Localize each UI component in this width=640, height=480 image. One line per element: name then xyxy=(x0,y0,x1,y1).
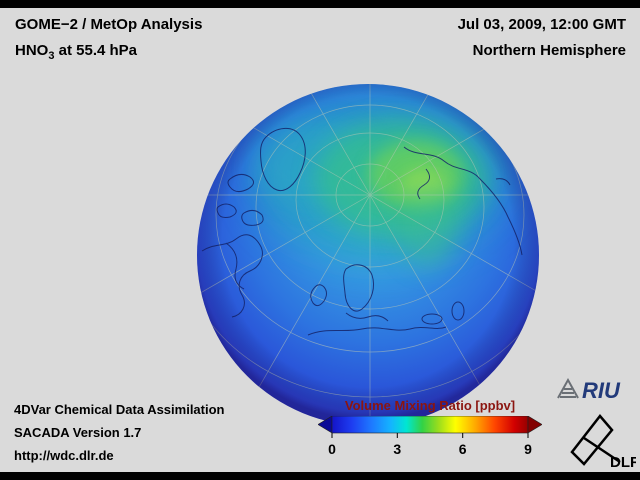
species-name: HNO xyxy=(15,42,49,59)
globe-map xyxy=(196,83,540,427)
tick-6: 6 xyxy=(459,441,467,457)
pressure-level: at 55.4 hPa xyxy=(54,42,138,59)
datetime-label: Jul 03, 2009, 12:00 GMT xyxy=(457,16,626,33)
riu-mountain-icon xyxy=(557,377,579,399)
colorbar: 0 3 6 9 xyxy=(318,416,542,457)
riu-logo: RIU xyxy=(556,374,632,409)
bottom-black-bar xyxy=(0,472,640,480)
header-right: Jul 03, 2009, 12:00 GMT Northern Hemisph… xyxy=(458,12,626,64)
top-black-bar xyxy=(0,0,640,8)
hemisphere-label: Northern Hemisphere xyxy=(472,42,626,59)
tick-3: 3 xyxy=(393,441,401,457)
colorbar-tickmarks xyxy=(331,433,529,438)
colorbar-ticklabels: 0 3 6 9 xyxy=(328,441,532,457)
plot-canvas: GOME−2 / MetOp Analysis HNO3 at 55.4 hPa… xyxy=(0,8,640,472)
figure-title: GOME−2 / MetOp Analysis xyxy=(15,16,203,33)
tick-0: 0 xyxy=(328,441,336,457)
colorbar-left-arrow xyxy=(318,416,333,434)
figure-subtitle: HNO3 at 55.4 hPa xyxy=(15,38,202,69)
globe-svg xyxy=(197,84,539,426)
version-label: SACADA Version 1.7 xyxy=(14,425,142,440)
colorbar-gradient xyxy=(331,416,529,434)
species-subscript: 3 xyxy=(48,50,55,62)
url-label: http://wdc.dlr.de xyxy=(14,448,114,463)
footer-credits: 4DVar Chemical Data Assimilation SACADA … xyxy=(14,398,225,467)
header-left: GOME−2 / MetOp Analysis HNO3 at 55.4 hPa xyxy=(15,12,202,69)
assimilation-label: 4DVar Chemical Data Assimilation xyxy=(14,402,225,417)
globe-limb-shading xyxy=(197,84,539,426)
colorbar-title: Volume Mixing Ratio [ppbv] xyxy=(344,398,516,413)
tick-9: 9 xyxy=(524,441,532,457)
riu-wordmark: RIU xyxy=(582,378,621,403)
colorbar-right-arrow xyxy=(527,416,542,434)
dlr-signet-icon xyxy=(570,414,621,466)
dlr-logo: DLR xyxy=(566,406,640,475)
dlr-wordmark: DLR xyxy=(610,454,636,470)
